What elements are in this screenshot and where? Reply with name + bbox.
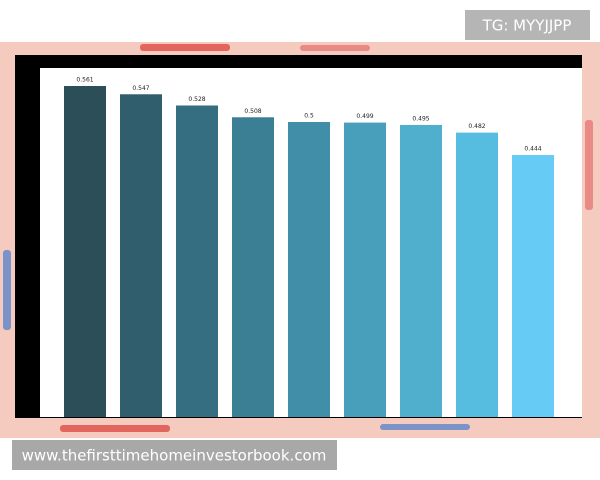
value-label: 0.499 [356,113,373,120]
decoration [380,424,470,430]
bar [512,155,554,418]
decoration [3,250,11,330]
value-label: 0.495 [412,115,429,122]
bar [120,94,162,418]
decoration [140,44,230,51]
bar [400,124,442,417]
value-label: 0.528 [188,96,205,103]
value-label: 0.508 [244,108,261,115]
bar [232,117,274,417]
bar [64,86,106,417]
value-label: 0.547 [132,85,149,92]
footer-url: www.thefirsttimehomeinvestorbook.com [22,447,327,465]
decoration [60,425,170,432]
decoration [300,45,370,51]
value-label: 0.482 [468,123,485,130]
value-label: 0.5 [304,113,314,120]
watermark-box [465,10,590,40]
watermark: TG: MYYJJPP [482,17,572,35]
bar [176,105,218,417]
bars: 0.561 0.547 0.528 0.508 0.5 0.499 0.495 0.482 0.… [64,77,554,418]
value-label: 0.561 [76,77,93,84]
bar [456,132,498,417]
decoration [585,120,593,210]
bar [344,122,386,417]
value-label: 0.444 [524,146,541,153]
bar [288,122,330,417]
footer-box [12,440,337,470]
